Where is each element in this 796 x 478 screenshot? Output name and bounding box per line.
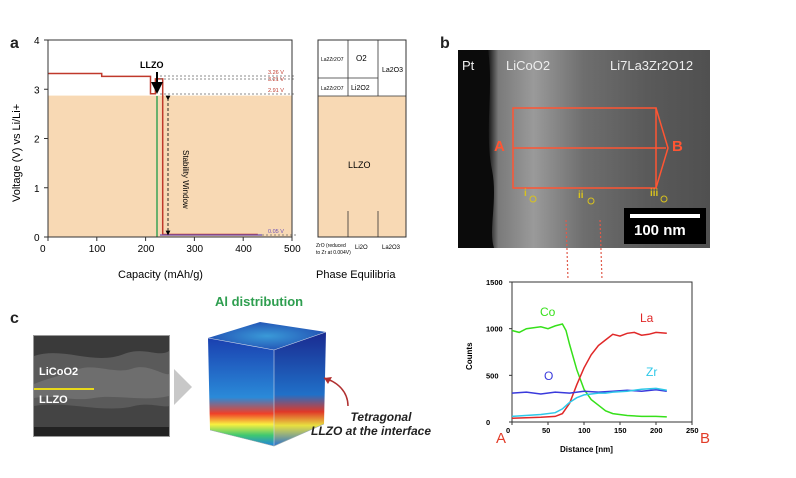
sem-label-licoo2: LiCoO2 <box>39 366 79 378</box>
panel-b-label: b <box>440 35 450 52</box>
a-ytick-label-2: 2 <box>34 135 40 146</box>
series-la <box>511 331 667 420</box>
tem-label-llzo: Li7La3Zr2O12 <box>610 58 694 73</box>
legend-zr: Zr <box>646 365 657 379</box>
v-mark-326: 3.26 V <box>268 70 284 76</box>
tem-point-iii: iii <box>650 188 659 199</box>
panel-c-label: c <box>10 310 19 327</box>
b-xtick-label-50: 50 <box>542 426 550 435</box>
llzo-top-label: LLZO <box>140 60 164 70</box>
series-zr <box>511 387 667 418</box>
phase-cell-2: O2 <box>356 54 367 63</box>
b-xtick-label-0: 0 <box>506 426 510 435</box>
al-cube <box>207 322 327 447</box>
phase-cell-5: Li2O2 <box>351 85 370 92</box>
a-xtick-label-100: 100 <box>89 244 106 255</box>
b-ytick-label-1500: 1500 <box>486 278 503 287</box>
legend-co: Co <box>540 305 556 319</box>
panel-b-frame <box>511 281 693 423</box>
tem-point-i: i <box>524 188 527 199</box>
tem-label-licoo2: LiCoO2 <box>506 58 551 73</box>
panel-a-ylabel: Voltage (V) vs Li/Li+ <box>11 104 23 202</box>
tem-label-pt: Pt <box>462 58 475 73</box>
bottom-a-label: A <box>496 430 506 447</box>
beige-region <box>48 95 292 237</box>
b-xtick-label-200: 200 <box>650 426 663 435</box>
a-xtick-label-500: 500 <box>284 244 301 255</box>
phase-llzo-region <box>318 96 406 237</box>
b-xtick-label-150: 150 <box>614 426 627 435</box>
a-ytick-label-4: 4 <box>34 36 40 47</box>
phase-bottom-2: Li2O <box>355 245 368 251</box>
panel-b-series <box>511 323 667 420</box>
note-arrow <box>323 377 349 407</box>
a-xtick-label-0: 0 <box>40 244 46 255</box>
phase-bottom-1b: to Zr at 0.004V) <box>316 250 351 256</box>
b-ytick-label-0: 0 <box>486 418 490 427</box>
phase-region-label: LLZO <box>348 160 371 170</box>
phase-cell-4: La2Zr2O7 <box>321 86 344 92</box>
phase-box: La2Zr2O7 O2 La2O3 La2Zr2O7 Li2O2 LLZO Zr… <box>316 39 407 281</box>
b-ytick-label-1000: 1000 <box>486 325 503 334</box>
al-distribution-title: Al distribution <box>215 294 304 309</box>
bottom-b-label: B <box>700 430 710 447</box>
b-ytick-label-500: 500 <box>486 371 499 380</box>
a-xtick-label-300: 300 <box>186 244 203 255</box>
note-line-1: Tetragonal <box>350 410 412 424</box>
v-mark-005: 0.05 V <box>268 229 284 235</box>
legend-o: O <box>544 369 553 383</box>
phase-cell-1: La2Zr2O7 <box>321 57 344 63</box>
series-o <box>511 389 667 395</box>
sem-image: LiCoO2 LLZO <box>33 335 170 437</box>
panel-b-xlabel: Distance [nm] <box>560 445 613 454</box>
series-co <box>511 323 667 418</box>
panel-a-xlabel: Capacity (mAh/g) <box>118 269 203 281</box>
panel-b-ylabel: Counts <box>465 342 474 370</box>
a-ytick-label-0: 0 <box>34 233 40 244</box>
tem-image: Pt LiCoO2 Li7La3Zr2O12 A B i ii iii 100 … <box>458 50 710 248</box>
flow-arrow <box>174 369 192 405</box>
panel-b-ticks: 0 50 100 150 200 250 0 500 1000 1500 <box>486 278 699 435</box>
tem-point-ii: ii <box>578 190 584 201</box>
note-line-2: LLZO at the interface <box>310 424 432 438</box>
panel-a-label: a <box>10 35 19 52</box>
panel-b-chart: 0 50 100 150 200 250 0 500 1000 1500 Counts Dista… <box>465 278 710 454</box>
tem-point-a: A <box>494 138 505 155</box>
b-xtick-label-100: 100 <box>578 426 591 435</box>
phase-frame <box>317 39 407 238</box>
tem-point-b: B <box>672 138 683 155</box>
phase-bottom-3: La2O3 <box>382 245 401 251</box>
panel-a-chart: 0 100 200 300 400 500 0 1 2 3 4 LLZO Stability Win… <box>11 36 407 281</box>
phase-bottom-1a: ZrO (reduced <box>316 243 346 249</box>
sem-label-llzo: LLZO <box>39 394 68 406</box>
a-ytick-label-1: 1 <box>34 184 40 195</box>
panel-a-plot <box>48 72 296 237</box>
v-mark-291: 2.91 V <box>268 88 284 94</box>
phase-equilibria-label: Phase Equilibria <box>316 269 396 281</box>
phase-cell-3: La2O3 <box>382 67 403 74</box>
panel-a-ticks: 0 100 200 300 400 500 0 1 2 3 4 <box>34 36 301 255</box>
note-text: Tetragonal LLZO at the interface <box>311 410 436 438</box>
a-xtick-label-400: 400 <box>235 244 252 255</box>
stability-window-label: Stability Window <box>181 150 190 209</box>
v-mark-321: 3.21 V <box>268 77 284 83</box>
a-xtick-label-200: 200 <box>138 244 155 255</box>
b-xtick-label-250: 250 <box>686 426 699 435</box>
a-ytick-label-3: 3 <box>34 85 40 96</box>
scalebar-label: 100 nm <box>634 222 686 239</box>
legend-la: La <box>640 311 654 325</box>
